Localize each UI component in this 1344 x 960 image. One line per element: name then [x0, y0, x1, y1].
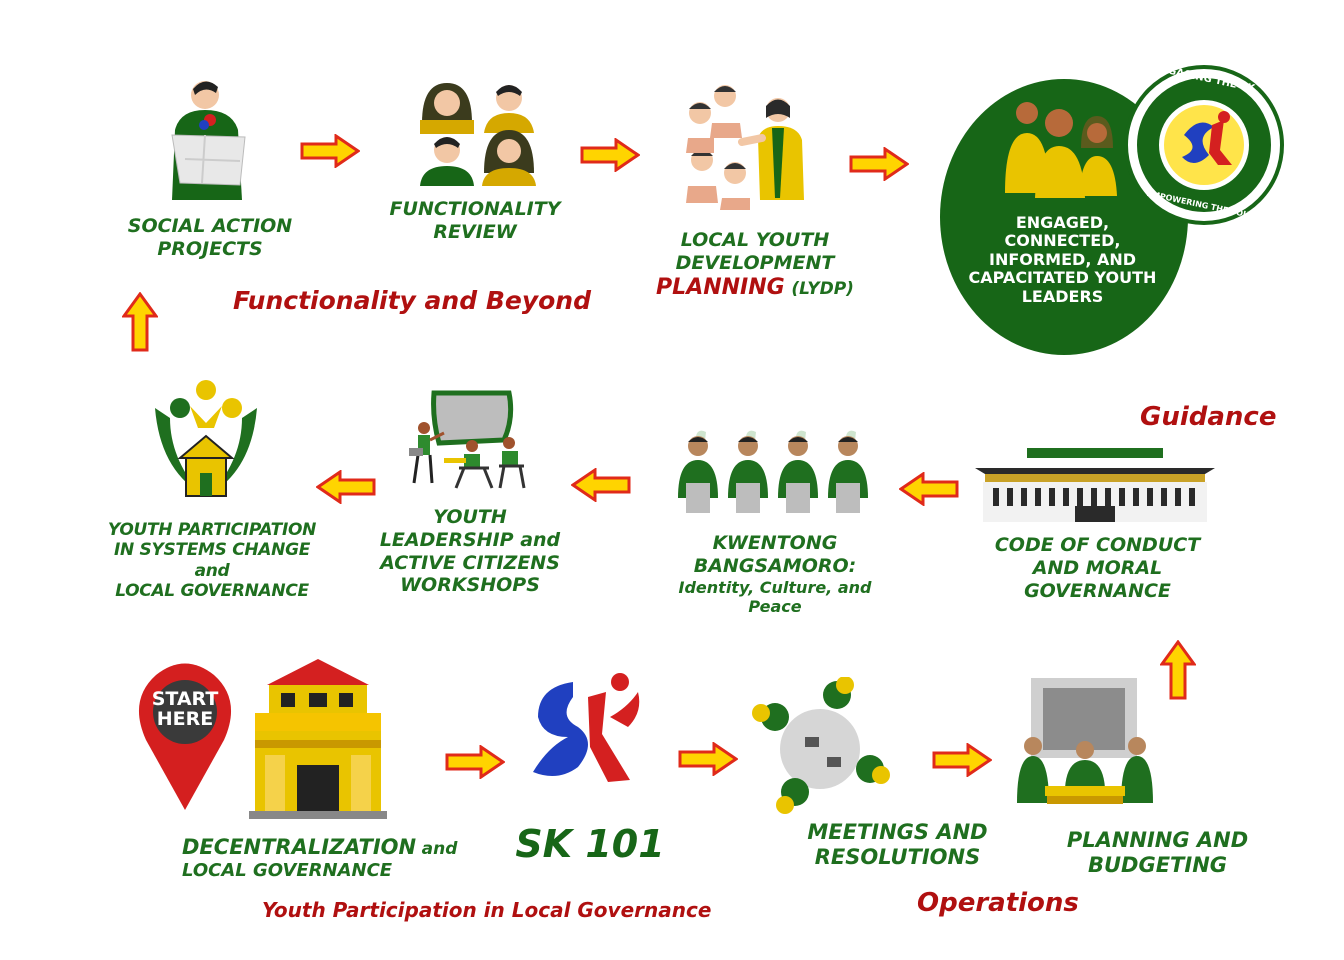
engaging-the-sk-logo: ENGAGING THE SK EMPOWERING THE YOUTH	[1124, 62, 1284, 225]
government-building-icon	[975, 446, 1215, 522]
arrow-right-6	[932, 743, 992, 777]
engaged-leaders-text: ENGAGED, CONNECTED, INFORMED, AND CAPACI…	[968, 213, 1157, 306]
decentralization-word: DECENTRALIZATION	[182, 835, 417, 859]
lydp-line2: DEVELOPMENT	[675, 251, 835, 274]
kwentong-title: KWENTONG BANGSAMORO:	[693, 532, 857, 577]
code-of-conduct-label: CODE OF CONDUCT AND MORAL GOVERNANCE	[994, 534, 1201, 602]
workshops-label: YOUTH LEADERSHIP and ACTIVE CITIZENS WOR…	[379, 506, 561, 597]
functionality-and-beyond-title: Functionality and Beyond	[233, 286, 591, 315]
town-hall-icon	[247, 655, 389, 819]
start-here-pin-icon	[136, 660, 234, 812]
local-governance-word: LOCAL GOVERNANCE	[182, 860, 393, 882]
systems-change-label: YOUTH PARTICIPATION IN SYSTEMS CHANGE an…	[107, 520, 317, 602]
meeting-table-icon	[745, 677, 895, 817]
four-people-backs-icon	[676, 428, 872, 514]
arrow-right-1	[300, 134, 360, 168]
operations-title: Operations	[917, 888, 1079, 918]
lydp-planning: PLANNING	[656, 274, 785, 300]
group-of-people-icon	[412, 78, 542, 188]
decentralization-and: and	[421, 839, 458, 859]
planning-budgeting-label: PLANNING AND BUDGETING	[1066, 828, 1249, 878]
lydp-line1: LOCAL YOUTH	[680, 229, 830, 251]
arrow-left-3	[899, 472, 959, 506]
sk101-label: SK 101	[515, 822, 665, 866]
sk-logo-icon	[518, 672, 658, 794]
arrow-right-3	[849, 147, 909, 181]
kwentong-label: KWENTONG BANGSAMORO: Identity, Culture, …	[670, 532, 880, 616]
functionality-review-label: FUNCTIONALITY REVIEW	[389, 198, 561, 243]
lydp-abbr: (LYDP)	[791, 278, 854, 299]
guidance-title: Guidance	[1140, 402, 1277, 432]
person-with-map-icon	[160, 75, 260, 205]
arrow-up-right	[1160, 640, 1196, 700]
arrow-left-1	[316, 470, 376, 504]
arrow-right-5	[678, 742, 738, 776]
workshop-board-icon	[404, 388, 529, 490]
arrow-left-2	[571, 468, 631, 502]
youth-participation-title: Youth Participation in Local Governance	[262, 898, 712, 922]
planning-meeting-icon	[1015, 678, 1155, 806]
presentation-group-icon	[680, 78, 810, 210]
kwentong-subtitle: Identity, Culture, and Peace	[678, 577, 872, 616]
youth-house-logo-icon	[150, 378, 262, 500]
arrow-up-left	[122, 292, 158, 352]
arrow-right-2	[580, 138, 640, 172]
meetings-label: MEETINGS AND RESOLUTIONS	[807, 820, 988, 870]
arrow-right-4	[445, 745, 505, 779]
lydp-label: LOCAL YOUTH DEVELOPMENT PLANNING (LYDP)	[640, 229, 870, 301]
start-here-text: START HERE	[151, 688, 219, 730]
social-action-projects-label: SOCIAL ACTION PROJECTS	[127, 215, 293, 260]
decentralization-label: DECENTRALIZATION and LOCAL GOVERNANCE	[182, 835, 482, 882]
